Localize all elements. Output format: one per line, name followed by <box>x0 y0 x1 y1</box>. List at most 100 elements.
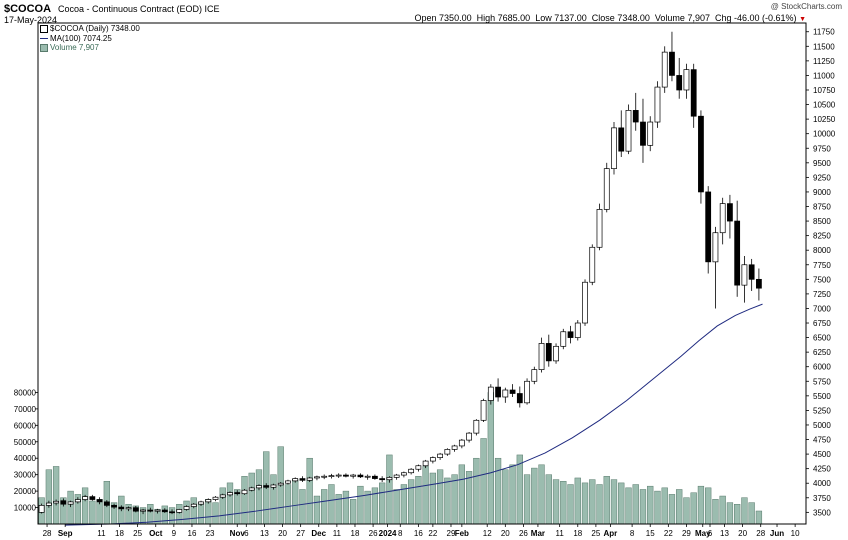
candle-body <box>161 509 168 513</box>
date-tick-label: Oct <box>149 529 163 538</box>
candle-body <box>89 496 96 500</box>
candle-body <box>357 474 364 478</box>
volume-bar <box>494 457 502 525</box>
date-tick-label: 13 <box>260 529 269 538</box>
candle-body <box>212 496 219 500</box>
price-tick-label: 6000 <box>813 363 831 372</box>
date-tick-label: 6 <box>708 529 713 538</box>
volume-bar <box>400 484 408 525</box>
price-tick-label: 9250 <box>813 173 831 182</box>
candle-body <box>364 475 371 478</box>
volume-bar <box>306 457 313 525</box>
volume-bar <box>342 490 350 525</box>
volume-tick-label: 50000 <box>14 438 37 447</box>
volume-bar <box>407 479 415 525</box>
candle-body <box>306 477 313 481</box>
candle-body <box>756 278 762 289</box>
candle-body <box>647 121 654 146</box>
candle-body <box>553 345 559 362</box>
candle-body <box>748 264 755 280</box>
candle-body <box>241 489 248 495</box>
volume-bar <box>379 482 386 525</box>
volume-bar <box>755 510 763 525</box>
candle-body <box>401 472 407 476</box>
down-arrow-icon: ▼ <box>799 16 806 23</box>
volume-bar <box>719 495 726 525</box>
candle-body <box>60 500 67 505</box>
chg-label: Chg <box>714 13 732 23</box>
price-tick-label: 6250 <box>813 348 831 357</box>
volume-bar <box>516 454 523 525</box>
candle-body <box>234 492 241 495</box>
candle-body <box>53 500 59 504</box>
date-tick-label: 26 <box>369 529 378 538</box>
candle-body <box>567 331 574 338</box>
date-tick-label: 18 <box>351 529 360 538</box>
candle-body <box>147 509 154 512</box>
candle-body <box>270 484 277 488</box>
candle-body <box>335 474 342 477</box>
volume-bar <box>748 502 755 525</box>
volume-bar <box>574 477 581 525</box>
candle-body <box>589 246 596 283</box>
ma-line-icon <box>40 37 48 39</box>
volume-bar <box>328 484 335 525</box>
volume-bar <box>560 480 567 525</box>
legend-price-label: $COCOA (Daily) 7348.00 <box>50 24 140 33</box>
volume-bar <box>509 464 516 525</box>
candle-body <box>263 485 270 488</box>
volume-bar <box>654 490 661 525</box>
candle-body <box>516 393 523 404</box>
candle-body <box>611 127 617 169</box>
volume-bar <box>89 500 96 525</box>
price-tick-label: 5250 <box>813 406 831 415</box>
date-tick-label: 16 <box>414 529 423 538</box>
plot-frame <box>37 22 807 525</box>
candle-body <box>712 232 719 263</box>
low-label: Low <box>535 13 552 23</box>
legend-volume-label: Volume 7,907 <box>50 43 99 52</box>
volume-bar <box>531 467 538 525</box>
candle-body <box>205 499 212 503</box>
date-tick-label: 9 <box>172 529 177 538</box>
volume-bar <box>226 482 234 525</box>
candle-body <box>111 505 117 508</box>
price-tick-label: 8500 <box>813 217 831 226</box>
price-tick-label: 8250 <box>813 232 831 241</box>
candle-body <box>640 121 646 146</box>
volume-bar <box>734 504 741 525</box>
candle-body <box>524 380 530 404</box>
volume-bar <box>690 492 697 525</box>
low-value: 7137.00 <box>554 13 587 23</box>
candle-body <box>96 499 103 503</box>
volume-bar <box>581 482 589 525</box>
candle-body <box>415 465 422 470</box>
volume-bar <box>444 477 451 525</box>
date-tick-label: 22 <box>428 529 437 538</box>
volume-bar <box>248 472 255 525</box>
candle-body <box>408 468 415 474</box>
candle-body <box>603 168 610 210</box>
volume-bar <box>270 474 277 525</box>
volume-tick-label: 70000 <box>14 405 37 414</box>
volume-bar <box>625 487 632 525</box>
volume-bar <box>596 484 603 525</box>
candle-body <box>140 509 146 512</box>
candle-body <box>219 494 226 498</box>
volume-bar <box>676 489 683 525</box>
date-tick-label: Dec <box>311 529 326 538</box>
ma100-line <box>65 303 763 526</box>
volume-bar <box>292 479 299 525</box>
high-label: High <box>476 13 496 23</box>
volume-bar <box>458 464 465 525</box>
legend-price: $COCOA (Daily) 7348.00 <box>40 24 140 34</box>
date-tick-label: 18 <box>115 529 124 538</box>
candle-body <box>248 487 255 491</box>
candle-body <box>509 389 516 394</box>
price-tick-label: 6750 <box>813 319 831 328</box>
date-tick-label: 15 <box>646 529 655 538</box>
volume-bar <box>639 489 647 525</box>
volume-bar <box>473 457 480 525</box>
date-tick-label: 23 <box>206 529 215 538</box>
